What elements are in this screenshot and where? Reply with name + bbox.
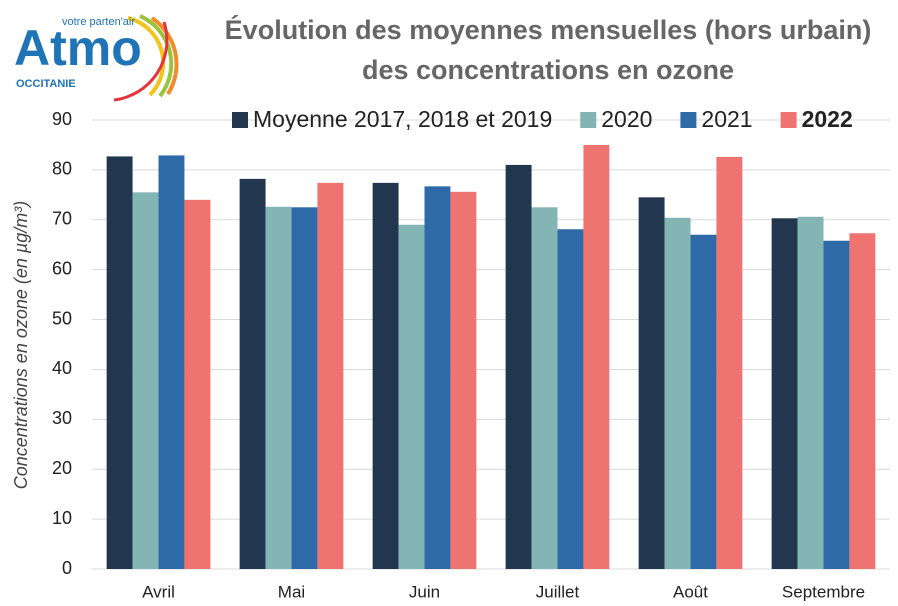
bar	[797, 216, 824, 570]
x-tick-label: Avril	[142, 582, 175, 601]
bar	[531, 207, 558, 570]
x-tick-label: Juin	[409, 582, 440, 601]
y-tick-label: 0	[62, 558, 72, 578]
bar	[771, 218, 798, 569]
bar	[132, 192, 159, 570]
logo-arc	[150, 16, 179, 96]
y-tick-label: 90	[52, 109, 72, 129]
y-axis-label: Concentrations en ozone (en µg/m³)	[11, 201, 31, 490]
logo-arc	[139, 14, 174, 98]
legend-label: 2021	[701, 106, 752, 132]
bar	[638, 197, 665, 570]
bar	[557, 229, 584, 570]
legend-swatch	[232, 112, 248, 128]
legend-swatch	[680, 112, 697, 128]
legend-label: Moyenne 2017, 2018 et 2019	[253, 106, 552, 132]
legend-swatch	[580, 112, 597, 128]
bar	[184, 199, 211, 570]
bar	[239, 178, 266, 569]
logo-region: OCCITANIE	[16, 78, 76, 90]
y-tick-label: 50	[52, 308, 72, 328]
bar	[158, 155, 185, 569]
legend-swatch	[780, 112, 797, 128]
legend-label: 2020	[601, 106, 652, 132]
bar	[450, 191, 477, 569]
y-tick-label: 40	[52, 358, 72, 378]
bar	[106, 156, 133, 569]
x-tick-label: Août	[673, 582, 708, 601]
bar	[398, 224, 425, 569]
chart-title: des concentrations en ozone	[362, 55, 734, 85]
logo-name: Atmo	[14, 20, 142, 76]
bar	[716, 156, 743, 569]
logo-arc	[113, 21, 169, 102]
logo-arc	[127, 16, 166, 97]
bar	[583, 144, 610, 569]
bar	[690, 234, 717, 569]
bar	[664, 217, 691, 569]
y-tick-label: 10	[52, 508, 72, 528]
y-tick-label: 80	[52, 159, 72, 179]
y-tick-label: 60	[52, 258, 72, 278]
logo-tagline: votre parten'air	[62, 16, 135, 28]
bar	[317, 182, 344, 570]
y-tick-label: 70	[52, 209, 72, 229]
bar	[372, 182, 399, 570]
bar	[291, 207, 318, 570]
y-tick-label: 30	[52, 408, 72, 428]
legend-label: 2022	[802, 106, 853, 132]
bar	[424, 186, 451, 569]
logo: Atmo votre parten'air OCCITANIE	[14, 14, 179, 102]
bar	[823, 240, 850, 569]
chart-title: Évolution des moyennes mensuelles (hors …	[225, 14, 872, 45]
x-tick-label: Septembre	[782, 582, 865, 601]
bar	[505, 164, 532, 569]
bar	[849, 233, 876, 569]
bar	[265, 206, 292, 569]
y-tick-label: 20	[52, 458, 72, 478]
x-tick-label: Mai	[278, 582, 305, 601]
x-tick-label: Juillet	[536, 582, 580, 601]
